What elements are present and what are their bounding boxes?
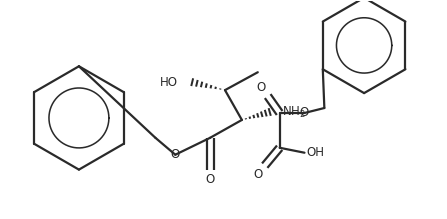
- Text: HO: HO: [160, 76, 178, 89]
- Text: O: O: [253, 168, 263, 181]
- Text: O: O: [206, 173, 215, 185]
- Text: O: O: [171, 148, 180, 161]
- Text: O: O: [300, 106, 309, 120]
- Text: O: O: [257, 81, 266, 94]
- Text: NH$_2$: NH$_2$: [282, 104, 305, 120]
- Text: OH: OH: [307, 146, 325, 159]
